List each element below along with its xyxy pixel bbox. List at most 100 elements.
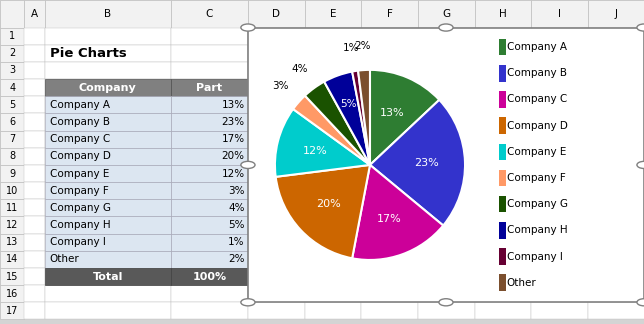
Bar — [305, 234, 361, 251]
Text: 10: 10 — [6, 186, 19, 196]
Bar — [418, 268, 475, 285]
Circle shape — [241, 24, 255, 31]
Text: 1%: 1% — [228, 237, 245, 247]
Bar — [171, 148, 248, 165]
Bar — [171, 234, 248, 251]
Bar — [24, 199, 45, 216]
Bar — [418, 251, 475, 268]
Text: 5%: 5% — [228, 220, 245, 230]
Bar — [0, 268, 24, 285]
Bar — [499, 222, 506, 238]
Bar — [0, 28, 24, 45]
Bar — [171, 96, 248, 113]
Bar — [418, 302, 475, 319]
Bar — [24, 251, 45, 268]
Text: 16: 16 — [6, 289, 19, 299]
Bar — [361, 79, 418, 96]
Bar — [499, 196, 506, 213]
Bar — [305, 302, 361, 319]
Bar — [499, 91, 506, 108]
Bar — [361, 28, 418, 45]
Bar — [171, 199, 248, 216]
Wedge shape — [370, 100, 465, 226]
Bar — [45, 28, 171, 45]
Circle shape — [241, 299, 255, 306]
Circle shape — [637, 299, 644, 306]
Bar — [588, 28, 644, 45]
Bar — [499, 274, 506, 291]
Bar — [171, 79, 248, 96]
Bar — [171, 165, 248, 182]
Text: 100%: 100% — [193, 272, 226, 282]
Bar — [171, 79, 248, 96]
Text: Company G: Company G — [507, 199, 567, 209]
Bar — [45, 131, 171, 148]
Text: Company I: Company I — [50, 237, 106, 247]
Bar — [475, 45, 531, 62]
Bar — [24, 79, 45, 96]
Bar — [24, 302, 45, 319]
Text: H: H — [499, 9, 507, 19]
Text: Company G: Company G — [50, 203, 111, 213]
Bar — [24, 182, 45, 199]
Text: 15: 15 — [6, 272, 19, 282]
Bar — [248, 45, 305, 62]
Bar — [45, 165, 171, 182]
Bar — [248, 131, 305, 148]
Bar — [305, 131, 361, 148]
Bar — [171, 62, 248, 79]
Text: 9: 9 — [9, 168, 15, 179]
Bar — [45, 96, 171, 113]
Circle shape — [637, 24, 644, 31]
Bar — [418, 285, 475, 302]
Bar — [171, 268, 248, 285]
Bar — [24, 285, 45, 302]
Bar — [171, 165, 248, 182]
Bar — [531, 45, 588, 62]
Bar — [361, 131, 418, 148]
Text: 5: 5 — [9, 100, 15, 110]
Bar — [361, 45, 418, 62]
Bar — [45, 234, 171, 251]
Bar — [499, 170, 506, 186]
Text: 8: 8 — [9, 151, 15, 161]
Bar — [45, 79, 171, 96]
Bar — [418, 216, 475, 234]
Bar — [531, 148, 588, 165]
Bar — [418, 182, 475, 199]
Bar — [305, 113, 361, 131]
Text: E: E — [330, 9, 336, 19]
Text: Company C: Company C — [507, 95, 567, 104]
Bar — [171, 45, 248, 62]
Text: 17%: 17% — [222, 134, 245, 144]
Bar — [24, 28, 45, 45]
Bar — [588, 148, 644, 165]
Bar — [24, 234, 45, 251]
Bar — [0, 165, 24, 182]
Bar — [475, 165, 531, 182]
Text: 13: 13 — [6, 237, 19, 247]
Bar — [171, 96, 248, 113]
Bar — [475, 234, 531, 251]
Bar — [475, 96, 531, 113]
Bar — [588, 113, 644, 131]
Bar — [0, 148, 24, 165]
Bar — [24, 96, 45, 113]
Circle shape — [241, 161, 255, 168]
Bar — [171, 131, 248, 148]
Bar — [171, 131, 248, 148]
Text: Company I: Company I — [507, 251, 562, 261]
Bar — [418, 62, 475, 79]
Bar — [24, 216, 45, 234]
Bar — [248, 113, 305, 131]
Bar — [531, 234, 588, 251]
Bar — [499, 65, 506, 82]
Circle shape — [439, 299, 453, 306]
Text: Company H: Company H — [507, 226, 567, 235]
Bar — [418, 165, 475, 182]
Text: 3%: 3% — [272, 81, 289, 91]
Text: 1: 1 — [9, 31, 15, 41]
Bar — [588, 268, 644, 285]
Bar — [305, 28, 361, 45]
Bar — [0, 285, 24, 302]
